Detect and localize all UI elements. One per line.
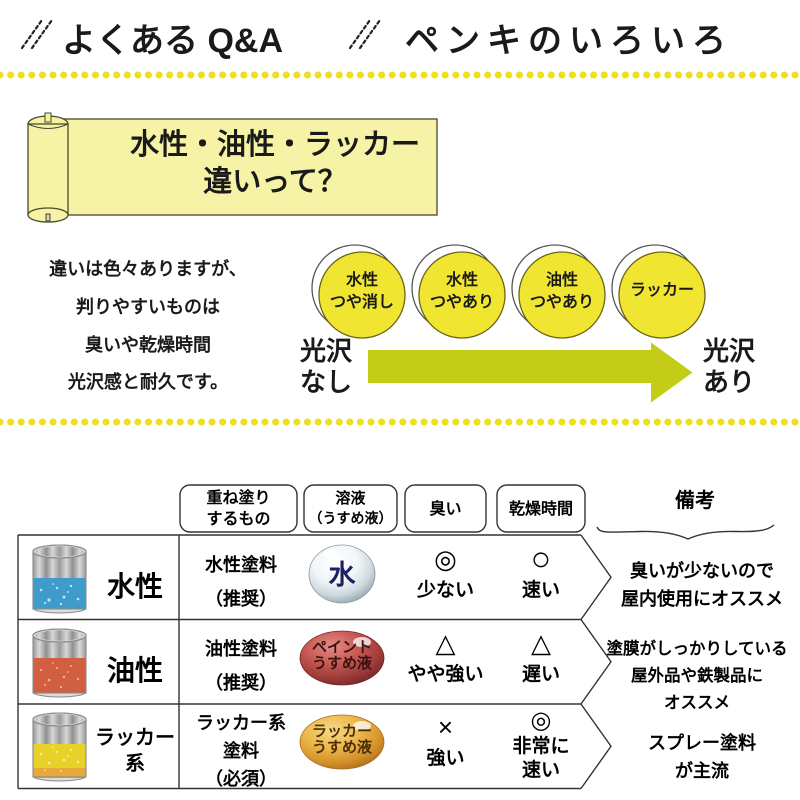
svg-text:うすめ液: うすめ液 [312, 738, 373, 756]
svg-text:ペイント: ペイント [312, 639, 372, 656]
svg-text:うすめ液: うすめ液 [312, 654, 373, 672]
svg-text:水: 水 [329, 560, 357, 590]
svg-text:ラッカー: ラッカー [312, 723, 372, 740]
